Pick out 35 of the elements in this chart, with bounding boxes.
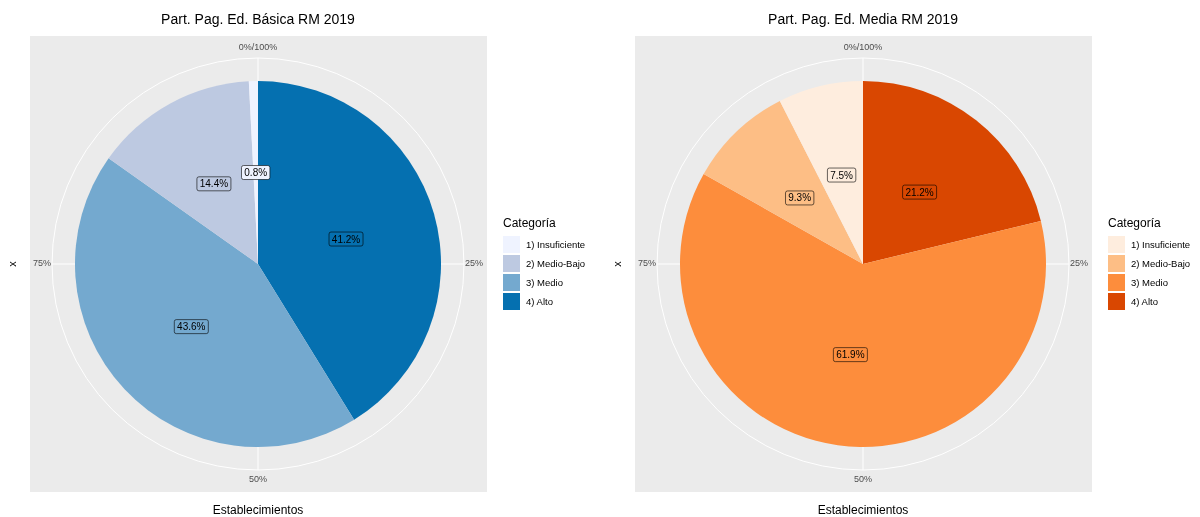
text: 75% [32,258,52,269]
pie-slice [863,81,1041,264]
data-label: 14.4% [199,178,229,190]
data-label: 43.6% [177,321,206,333]
legend-label: 1) Insuficiente [1131,239,1191,250]
legend-label: 2) Medio-Bajo [526,258,586,269]
data-label: 21.2% [905,186,934,198]
legend-label: 2) Medio-Bajo [1131,258,1191,269]
text: 50% [248,474,268,485]
pie-slice [703,100,863,264]
legend-label: 3) Medio [526,277,563,288]
text: 0%/100% [843,42,883,53]
legend-label: 3) Medio [1131,277,1168,288]
text: Establecimientos [817,503,909,517]
data-label: 0.8% [244,167,268,179]
text: 0%/100% [238,42,278,53]
data-label: 7.5% [830,169,854,181]
text: 25% [464,258,484,269]
text: Establecimientos [212,503,304,517]
data-label: 41.2% [331,233,361,245]
text: x [611,260,623,267]
legend-label: 4) Alto [526,296,553,307]
text: 75% [637,258,657,269]
text: 25% [1069,258,1089,269]
text: 50% [853,474,873,485]
pie-slice [779,81,863,264]
data-label: 9.3% [788,192,812,204]
data-label: 61.9% [836,349,865,361]
legend-label: 1) Insuficiente [526,239,586,250]
chart-title: Part. Pag. Ed. Básica RM 2019 [161,11,356,27]
chart-title: Part. Pag. Ed. Media RM 2019 [768,11,959,27]
legend-label: 4) Alto [1131,296,1158,307]
legend-title: Categoría [503,216,557,230]
text: x [6,260,18,267]
legend-title: Categoría [1108,216,1162,230]
